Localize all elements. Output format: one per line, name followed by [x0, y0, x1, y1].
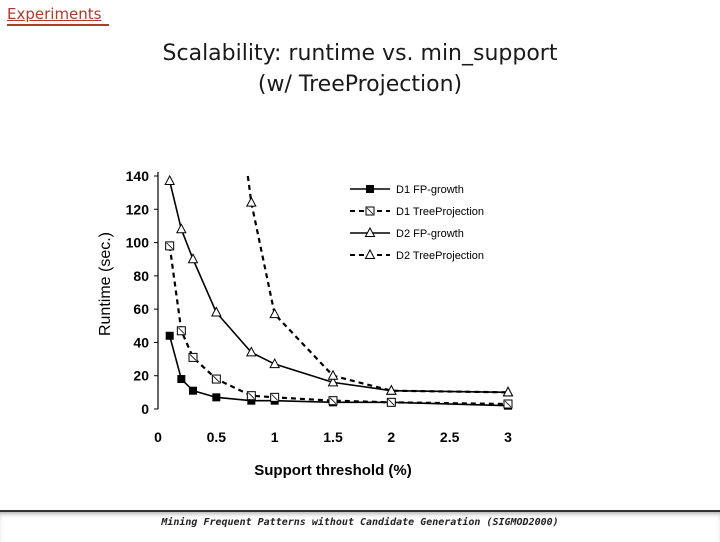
data-point [246, 346, 257, 357]
slide-title: Scalability: runtime vs. min_support (w/… [0, 38, 720, 100]
y-tick-label: 100 [126, 235, 150, 251]
legend-swatch-marker [364, 226, 376, 237]
data-point [502, 386, 514, 397]
y-tick-label: 20 [133, 368, 149, 384]
chart-legend: D1 FP-growth D1 TreeProjection D2 FP-growt… [350, 184, 484, 262]
y-tick-label: 40 [133, 334, 149, 350]
series-d1-treeprojection [165, 241, 513, 409]
legend-item-d2-fp-growth: D2 FP-growth [350, 226, 464, 240]
x-tick-label: 2.5 [440, 429, 460, 445]
legend-swatch-marker [365, 206, 375, 216]
data-point [187, 253, 199, 264]
x-tick-label: 1.5 [323, 429, 343, 445]
data-point [246, 196, 257, 207]
legend-label: D1 FP-growth [396, 184, 464, 196]
y-tick-label: 60 [133, 301, 149, 317]
chart-axes: 0 20 40 60 80 100 120 140 0 0.5 1 1.5 2 2.5 3 [126, 168, 512, 445]
data-point [503, 399, 513, 409]
footer-citation: Mining Frequent Patterns without Candida… [161, 517, 559, 528]
data-point [328, 396, 338, 406]
x-tick-label: 1 [271, 429, 279, 445]
series-line [168, 245, 509, 406]
chart-series [164, 174, 514, 410]
y-tick-label: 0 [141, 401, 149, 417]
x-axis-label: Support threshold (%) [254, 462, 412, 479]
x-tick-label: 3 [504, 429, 512, 445]
legend-swatch-marker [366, 185, 374, 193]
series-line [168, 335, 509, 407]
legend-swatch-marker [364, 248, 376, 259]
data-point [211, 374, 221, 384]
data-point [327, 369, 339, 380]
y-tick-label: 120 [126, 201, 150, 217]
data-point [247, 396, 256, 405]
y-axis-label: Runtime (sec.) [97, 232, 114, 336]
data-point [165, 331, 174, 340]
slide-title-line-1: Scalability: runtime vs. min_support [162, 41, 558, 66]
data-point [327, 376, 339, 387]
data-point [386, 397, 396, 407]
data-point [165, 241, 175, 251]
section-link-experiments[interactable]: Experiments [7, 5, 102, 23]
y-tick-label: 140 [126, 168, 150, 184]
legend-label: D2 FP-growth [396, 228, 464, 240]
data-point [269, 308, 280, 319]
data-point [386, 384, 397, 395]
runtime-chart: 0 20 40 60 80 100 120 140 0 0.5 1 1.5 2 2.5 3 D1 FP-gr… [97, 168, 514, 479]
data-point [246, 391, 256, 401]
data-point [164, 174, 175, 185]
data-point [270, 392, 280, 402]
slide-title-line-2: (w/ TreeProjection) [257, 72, 463, 97]
x-tick-label: 0.5 [207, 429, 227, 445]
legend-item-d2-treeprojection: D2 TreeProjection [350, 248, 484, 262]
x-tick-label: 0 [154, 429, 162, 445]
footer-bar [0, 510, 720, 542]
data-point [188, 352, 198, 362]
legend-label: D1 TreeProjection [396, 206, 484, 218]
data-point [189, 386, 197, 395]
section-underline [7, 24, 109, 26]
data-point [269, 357, 280, 369]
data-point [176, 223, 187, 234]
data-point [211, 306, 222, 317]
x-tick-label: 2 [387, 429, 395, 445]
series-d1-fp-growth [165, 331, 512, 410]
data-point [176, 326, 186, 336]
legend-item-d1-treeprojection: D1 TreeProjection [350, 206, 484, 218]
data-point [177, 375, 186, 384]
series-d2-treeprojection [246, 175, 514, 397]
legend-label: D2 TreeProjection [396, 250, 484, 262]
y-tick-label: 80 [133, 268, 149, 284]
legend-item-d1-fp-growth: D1 FP-growth [350, 184, 464, 196]
data-point [212, 393, 221, 402]
